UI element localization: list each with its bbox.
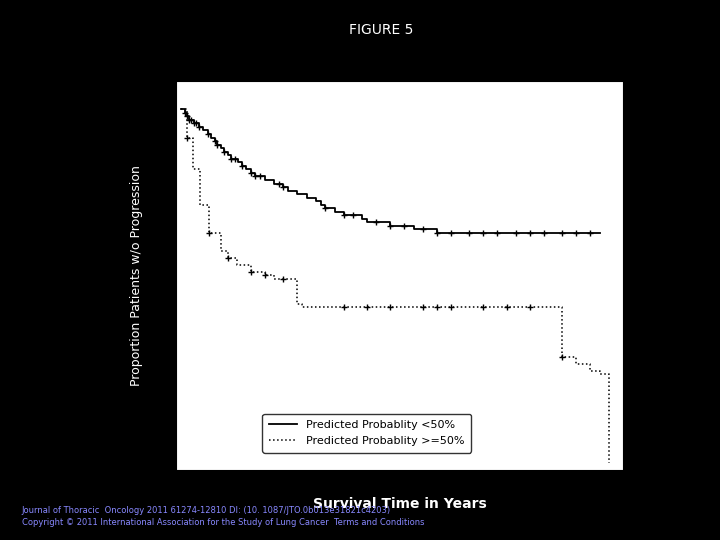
Predicted Probablity >=50% — [586, 368, 595, 374]
Predicted Probablity >=50% — [479, 304, 487, 310]
Predicted Probablity <50% — [192, 120, 200, 127]
Predicted Probablity >=50% — [176, 106, 185, 112]
Predicted Probablity <50% — [187, 117, 196, 123]
X-axis label: Survival Time in Years: Survival Time in Years — [312, 497, 487, 511]
Predicted Probablity >=50% — [216, 247, 225, 254]
Line: Predicted Probablity <50%: Predicted Probablity <50% — [181, 109, 600, 233]
Line: Predicted Probablity >=50%: Predicted Probablity >=50% — [181, 109, 609, 463]
Predicted Probablity <50% — [433, 230, 441, 236]
Predicted Probablity <50% — [194, 124, 203, 130]
Predicted Probablity >=50% — [246, 261, 255, 268]
Text: Journal of Thoracic  Oncology 2011 61274-12810 DI: (10. 1087/JTO.0b013e31821c420: Journal of Thoracic Oncology 2011 61274-… — [22, 506, 391, 515]
Predicted Probablity <50% — [595, 230, 604, 236]
Text: FIGURE 5: FIGURE 5 — [349, 23, 414, 37]
Predicted Probablity <50% — [265, 177, 274, 183]
Text: Copyright © 2011 International Association for the Study of Lung Cancer  Terms a: Copyright © 2011 International Associati… — [22, 518, 424, 527]
Predicted Probablity <50% — [176, 106, 185, 112]
Predicted Probablity <50% — [227, 152, 235, 158]
Predicted Probablity >=50% — [307, 304, 315, 310]
Y-axis label: Proportion Patients w/o Progression: Proportion Patients w/o Progression — [130, 165, 143, 386]
Predicted Probablity >=50% — [297, 300, 306, 307]
Legend: Predicted Probablity <50%, Predicted Probablity >=50%: Predicted Probablity <50%, Predicted Pro… — [262, 414, 471, 453]
Predicted Probablity >=50% — [605, 460, 613, 466]
Predicted Probablity <50% — [465, 230, 474, 236]
